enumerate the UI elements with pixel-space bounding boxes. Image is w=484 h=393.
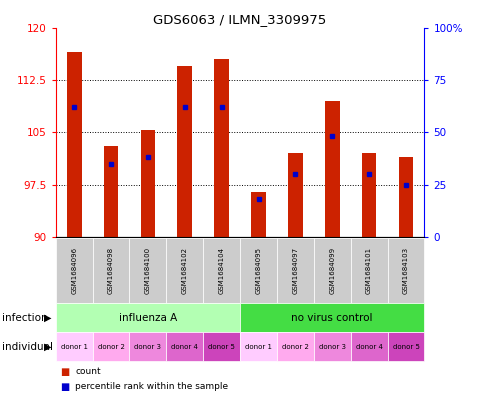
Bar — [361, 153, 376, 237]
Bar — [67, 52, 81, 237]
Text: GSM1684102: GSM1684102 — [182, 247, 187, 294]
Bar — [324, 101, 339, 237]
Text: donor 5: donor 5 — [392, 343, 419, 350]
Text: GSM1684097: GSM1684097 — [292, 247, 298, 294]
Text: donor 2: donor 2 — [97, 343, 124, 350]
Text: ■: ■ — [60, 382, 70, 391]
Bar — [287, 153, 302, 237]
Text: GSM1684098: GSM1684098 — [108, 247, 114, 294]
Bar — [104, 146, 118, 237]
Text: donor 4: donor 4 — [355, 343, 382, 350]
Text: count: count — [75, 367, 101, 376]
Text: GSM1684096: GSM1684096 — [71, 247, 77, 294]
Bar — [398, 157, 412, 237]
Text: infection: infection — [2, 312, 48, 323]
Text: GSM1684099: GSM1684099 — [329, 247, 334, 294]
Text: GSM1684103: GSM1684103 — [402, 247, 408, 294]
Title: GDS6063 / ILMN_3309975: GDS6063 / ILMN_3309975 — [153, 13, 326, 26]
Text: donor 1: donor 1 — [244, 343, 272, 350]
Text: GSM1684104: GSM1684104 — [218, 247, 224, 294]
Text: donor 4: donor 4 — [171, 343, 198, 350]
Text: ▶: ▶ — [44, 342, 51, 352]
Text: GSM1684095: GSM1684095 — [255, 247, 261, 294]
Text: donor 1: donor 1 — [60, 343, 88, 350]
Bar — [177, 66, 192, 237]
Text: donor 3: donor 3 — [134, 343, 161, 350]
Text: ▶: ▶ — [44, 312, 51, 323]
Text: influenza A: influenza A — [119, 312, 177, 323]
Text: ■: ■ — [60, 367, 70, 377]
Bar — [140, 130, 155, 237]
Text: no virus control: no virus control — [291, 312, 372, 323]
Text: donor 2: donor 2 — [281, 343, 308, 350]
Text: individual: individual — [2, 342, 53, 352]
Text: GSM1684100: GSM1684100 — [145, 247, 151, 294]
Text: donor 5: donor 5 — [208, 343, 235, 350]
Bar — [214, 59, 228, 237]
Bar — [251, 192, 265, 237]
Text: percentile rank within the sample: percentile rank within the sample — [75, 382, 228, 391]
Text: GSM1684101: GSM1684101 — [365, 247, 371, 294]
Text: donor 3: donor 3 — [318, 343, 345, 350]
